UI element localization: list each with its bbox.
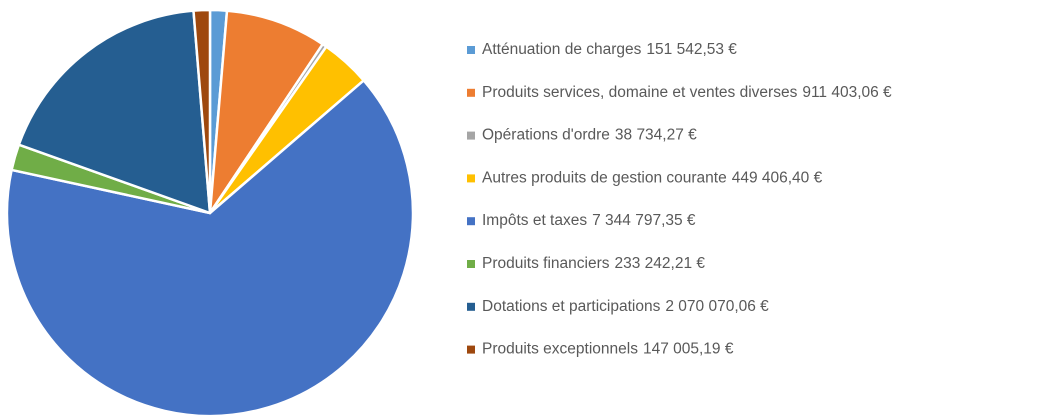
legend-name: Atténuation de charges — [482, 41, 642, 58]
legend-entry: Autres produits de gestion courante 449 4… — [482, 169, 823, 186]
legend-swatch — [467, 345, 475, 354]
pie-slice — [5, 79, 415, 417]
legend-value: 7 344 797,35 € — [592, 212, 696, 229]
legend-entry: Impôts et taxes 7 344 797,35 € — [482, 212, 696, 229]
legend-swatch — [467, 260, 475, 268]
pie-slice — [208, 9, 324, 215]
legend-entry: Dotations et participations 2 070 070,06 … — [482, 298, 769, 315]
legend-name: Impôts et taxes — [482, 212, 587, 229]
legend-swatch — [467, 131, 475, 140]
legend-entry: Opérations d'ordre 38 734,27 € — [482, 127, 697, 144]
legend-value: 2 070 070,06 € — [665, 298, 769, 315]
legend-swatch — [467, 217, 475, 226]
legend-name: Autres produits de gestion courante — [482, 169, 727, 186]
legend-name: Dotations et participations — [482, 298, 661, 315]
legend-name: Produits services, domaine et ventes div… — [482, 84, 798, 101]
legend-swatch — [467, 46, 475, 54]
legend-value: 911 403,06 € — [802, 84, 892, 101]
legend-value: 38 734,27 € — [615, 127, 697, 144]
legend-name: Opérations d'ordre — [482, 127, 610, 144]
legend-name: Produits financiers — [482, 255, 610, 272]
legend-entry: Produits exceptionnels 147 005,19 € — [482, 341, 734, 358]
legend-value: 449 406,40 € — [732, 169, 823, 186]
legend-swatch — [467, 302, 475, 311]
legend-entry: Produits financiers 233 242,21 € — [482, 255, 705, 272]
pie-slice — [192, 8, 212, 215]
legend-value: 151 542,53 € — [646, 41, 737, 58]
legend-value: 233 242,21 € — [615, 255, 706, 272]
legend-entry: Produits services, domaine et ventes div… — [482, 84, 892, 101]
legend-name: Produits exceptionnels — [482, 341, 638, 358]
legend-swatch — [467, 174, 475, 183]
legend-value: 147 005,19 € — [643, 341, 734, 358]
pie-slice — [17, 9, 212, 215]
legend-swatch — [467, 88, 475, 97]
legend-entry: Atténuation de charges 151 542,53 € — [482, 41, 737, 58]
